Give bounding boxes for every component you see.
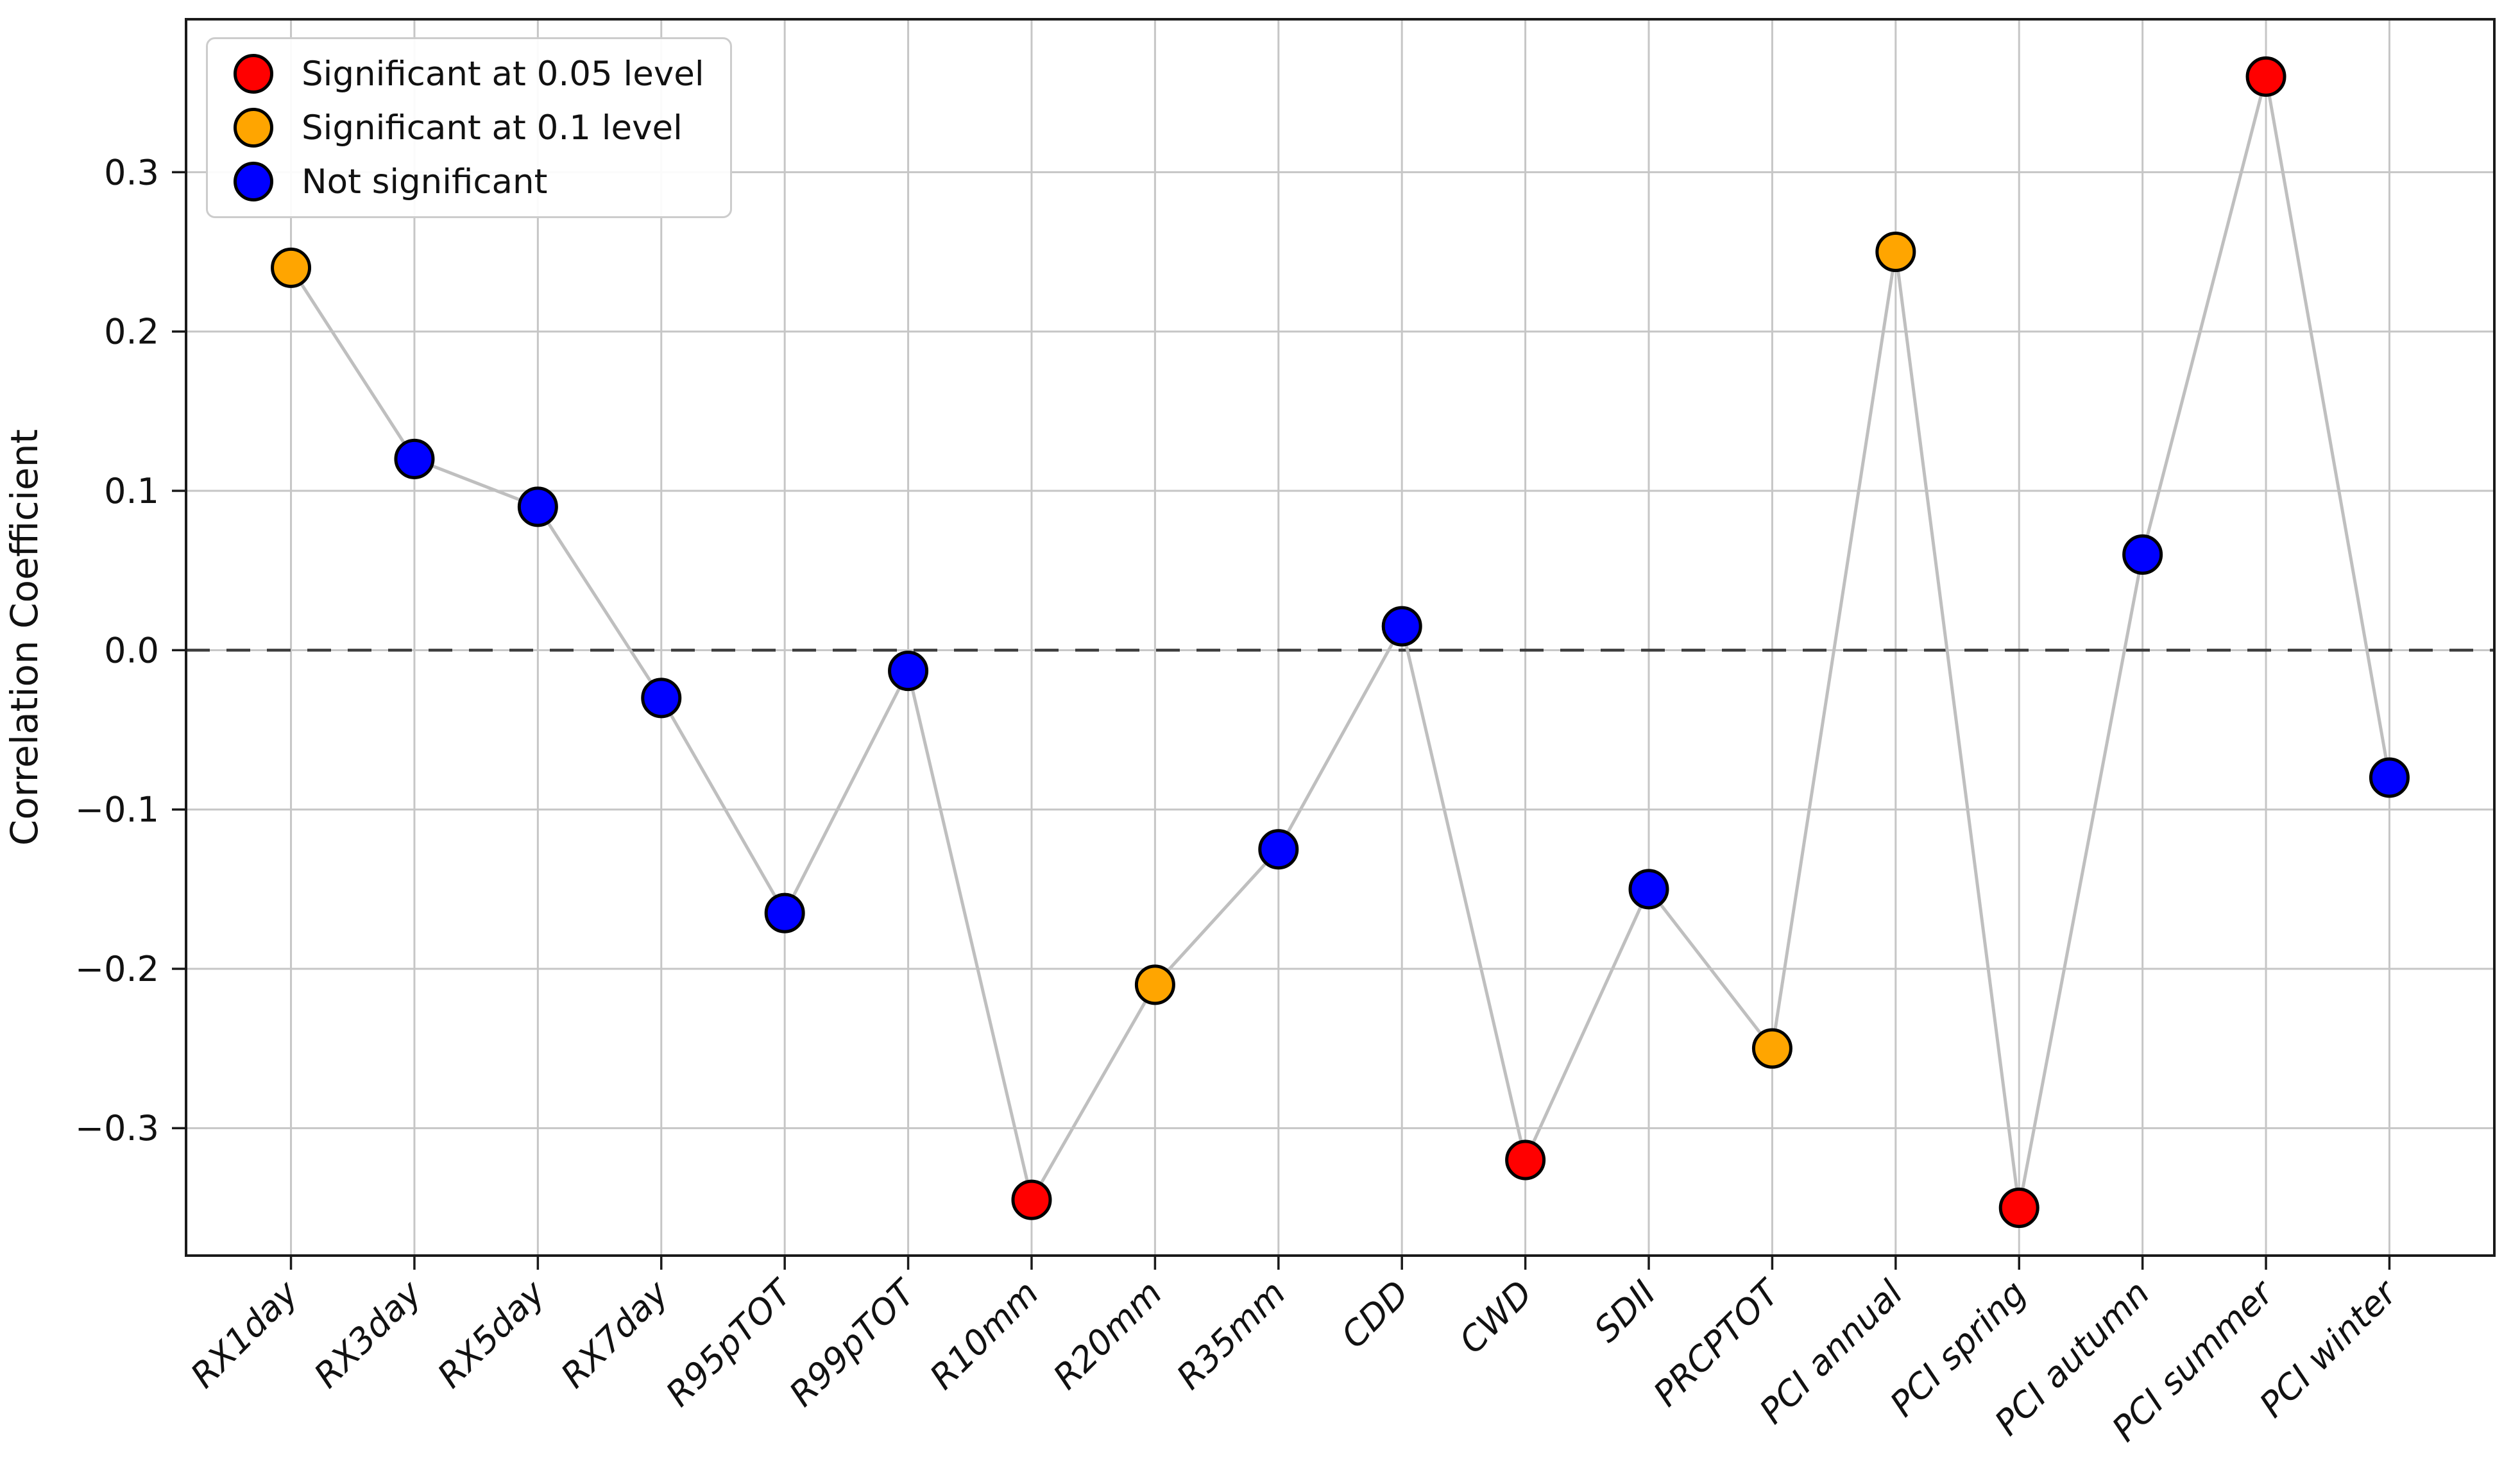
xtick-label-r20mm: R20mm xyxy=(1046,1273,1170,1397)
legend-entry-not-significant: Not significant xyxy=(234,155,704,209)
data-point-pci-winter xyxy=(2369,757,2410,798)
data-point-rx7day xyxy=(641,678,682,719)
xtick-label-r99ptot: R99pTOT xyxy=(781,1271,924,1414)
legend-label-significant-005: Significant at 0.05 level xyxy=(302,54,704,94)
data-point-rx5day xyxy=(517,486,558,527)
ytick-label-0.0: 0.0 xyxy=(104,630,159,670)
xtick-label-cdd: CDD xyxy=(1333,1273,1417,1356)
data-point-rx1day xyxy=(271,247,312,288)
data-point-pci-annual xyxy=(1875,232,1916,273)
data-point-r10mm xyxy=(1011,1179,1052,1220)
data-point-sdii xyxy=(1628,869,1669,910)
data-point-r35mm xyxy=(1258,829,1299,870)
legend-entry-significant-01: Significant at 0.1 level xyxy=(234,101,704,155)
xtick-label-rx1day: RX1day xyxy=(183,1272,307,1396)
xtick-label-r95ptot: R95pTOT xyxy=(658,1271,801,1414)
legend-label-significant-01: Significant at 0.1 level xyxy=(302,108,683,148)
plot-border xyxy=(185,18,2496,1257)
legend-marker-significant-005-icon xyxy=(234,54,273,94)
legend-marker-not-significant-icon xyxy=(234,162,273,201)
xtick-label-r35mm: R35mm xyxy=(1169,1273,1293,1397)
xtick-label-rx3day: RX3day xyxy=(306,1272,430,1396)
xtick-label-r10mm: R10mm xyxy=(922,1273,1046,1397)
data-point-r99ptot xyxy=(888,651,929,692)
data-point-cwd xyxy=(1505,1139,1546,1181)
data-point-cdd xyxy=(1381,606,1422,647)
y-axis-title: Correlation Coefficient xyxy=(3,429,46,846)
ytick-label-−0.3: −0.3 xyxy=(75,1108,159,1148)
xtick-label-rx5day: RX5day xyxy=(430,1272,554,1396)
xtick-label-rx7day: RX7day xyxy=(553,1272,677,1396)
data-point-pci-spring xyxy=(1998,1188,2039,1229)
data-point-r95ptot xyxy=(764,892,805,934)
ytick-label-0.2: 0.2 xyxy=(104,312,159,352)
ytick-label-−0.2: −0.2 xyxy=(75,949,159,989)
legend-label-not-significant: Not significant xyxy=(302,162,548,201)
data-point-r20mm xyxy=(1134,964,1175,1005)
legend: Significant at 0.05 level Significant at… xyxy=(206,37,732,218)
ytick-label-0.3: 0.3 xyxy=(104,152,159,192)
xtick-label-cwd: CWD xyxy=(1451,1273,1540,1361)
xtick-label-sdii: SDII xyxy=(1586,1273,1664,1351)
connector-line xyxy=(289,76,2391,1208)
data-point-pci-autumn xyxy=(2122,534,2163,575)
xtick-label-pci-winter: PCI winter xyxy=(2252,1272,2406,1426)
legend-entry-significant-005: Significant at 0.05 level xyxy=(234,47,704,101)
data-point-pci-summer xyxy=(2245,56,2286,97)
ytick-label-−0.1: −0.1 xyxy=(75,790,159,830)
ytick-label-0.1: 0.1 xyxy=(104,471,159,511)
data-point-rx3day xyxy=(394,438,435,479)
legend-marker-significant-01-icon xyxy=(234,108,273,148)
data-point-prcptot xyxy=(1751,1028,1792,1069)
